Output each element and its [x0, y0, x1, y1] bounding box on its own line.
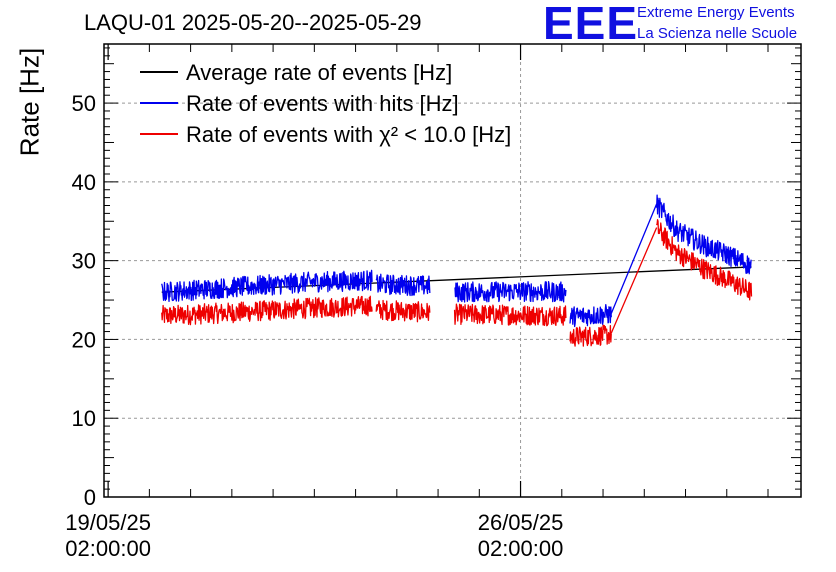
- y-tick-label: 0: [84, 485, 96, 510]
- series-line-1: [656, 194, 752, 275]
- series-layer: [161, 194, 753, 347]
- x-tick-time: 02:00:00: [477, 536, 564, 561]
- series-line-2: [569, 324, 612, 347]
- series-line-1: [375, 273, 431, 297]
- y-tick-label: 10: [72, 406, 96, 431]
- series-line-2: [656, 219, 753, 301]
- series-line-1: [610, 203, 658, 314]
- logo-line-1: Extreme Energy Events: [637, 4, 795, 21]
- series-line-2: [453, 303, 567, 327]
- legend-entry-label: Rate of events with hits [Hz]: [186, 91, 459, 116]
- y-tick-label: 30: [72, 249, 96, 274]
- y-tick-label: 50: [72, 91, 96, 116]
- x-tick-time: 02:00:00: [65, 536, 151, 561]
- grid-lines: [104, 44, 801, 497]
- axis-ticks: 0 10 20 30 40 50: [72, 44, 801, 510]
- y-tick-label: 40: [72, 170, 96, 195]
- x-tick-date: 19/05/25: [65, 510, 151, 535]
- series-line-1: [454, 281, 567, 303]
- legend: Average rate of events [Hz] Rate of event…: [140, 60, 511, 147]
- series-line-2: [610, 227, 658, 334]
- logo-line-2: La Scienza nelle Scuole: [637, 25, 798, 42]
- series-line-2: [375, 299, 431, 323]
- series-line-2: [161, 295, 373, 326]
- plot-frame: [103, 43, 802, 498]
- series-line-1: [161, 269, 373, 302]
- chart-title: LAQU-01 2025-05-20--2025-05-29: [84, 10, 422, 35]
- legend-entry-label: Average rate of events [Hz]: [186, 60, 452, 85]
- x-tick-date: 26/05/25: [477, 510, 564, 535]
- legend-entry-label: Rate of events with χ² < 10.0 [Hz]: [186, 122, 511, 147]
- y-tick-label: 20: [72, 327, 96, 352]
- x-tick-label: 19/05/25 02:00:00: [65, 510, 151, 562]
- series-line-1: [569, 304, 612, 328]
- eee-logo-mark: EEE: [543, 0, 639, 49]
- x-tick-label: 26/05/25 02:00:00: [478, 510, 564, 562]
